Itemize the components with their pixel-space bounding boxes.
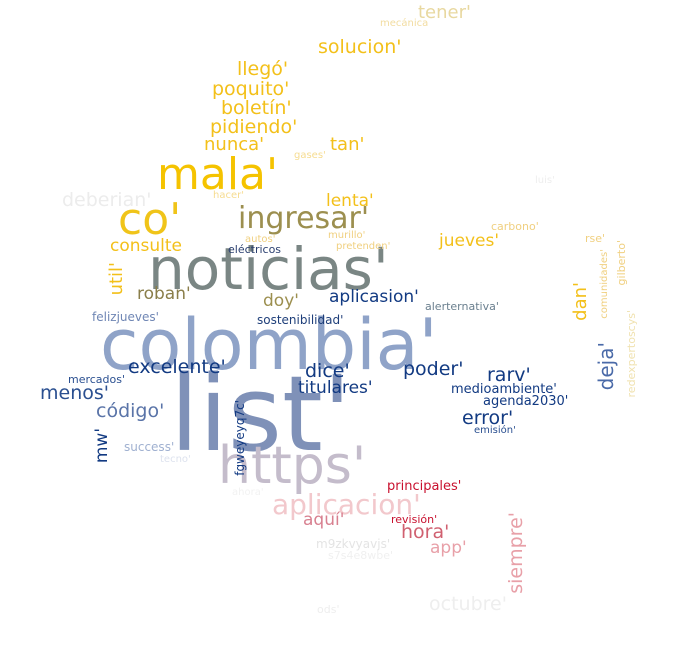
word-boletin: boletín' [221, 97, 292, 119]
word-gases: gases' [294, 150, 326, 161]
word-solucion: solucion' [318, 36, 402, 58]
word-lenta: lenta' [326, 191, 374, 211]
word-colombia: colombia' [100, 304, 438, 386]
word-roban: roban' [137, 284, 191, 304]
word-comunidades: comunidades' [599, 249, 610, 319]
word-ods: ods' [317, 603, 340, 616]
word-sostenibilidad: sostenibilidad' [257, 313, 344, 327]
word-revision: revisión' [391, 513, 438, 526]
word-siempre: siempre' [505, 512, 527, 594]
word-hora: hora' [401, 521, 450, 543]
word-hacer: hacer' [213, 190, 244, 201]
word-tecno: tecno' [160, 454, 191, 465]
word-electricos: eléctricos [228, 243, 282, 256]
word-redexpertoscys: redexpertoscys' [625, 310, 638, 398]
word-doy: doy' [263, 291, 299, 311]
word-excelente: excelente' [128, 356, 226, 378]
word-pidiendo: pidiendo' [210, 116, 298, 138]
word-autos: autos' [245, 234, 276, 245]
word-poder: poder' [403, 358, 464, 380]
word-fgweyeyq7c: fgweyeyq7c' [233, 400, 247, 476]
word-principales: principales' [387, 479, 462, 494]
word-agenda2030: agenda2030' [483, 394, 569, 409]
word-emision: emisión' [474, 425, 516, 436]
word-felizjueves: felizjueves' [92, 310, 159, 324]
word-tan: tan' [330, 134, 365, 155]
word-app: app' [430, 538, 467, 558]
word-aqui: aquí' [303, 510, 345, 530]
word-noticias: noticias' [148, 235, 389, 303]
word-menos: menos' [40, 382, 109, 404]
word-https: https' [218, 436, 367, 496]
word-rarv: rarv' [487, 364, 531, 386]
word-mecanica: mecánica [380, 18, 429, 29]
word-jueves: jueves' [439, 231, 500, 251]
word-dice: dice' [305, 360, 350, 382]
word-mercados: mercados' [68, 373, 126, 386]
word-nunca: nunca' [204, 134, 265, 155]
word-success: success' [124, 440, 175, 454]
word-gilberto: gilberto' [615, 240, 628, 286]
word-rse: rse' [585, 232, 606, 245]
word-ingresar: ingresar' [238, 201, 370, 236]
word-pretenden: pretenden' [336, 241, 391, 252]
word-ahora: ahora' [232, 487, 264, 498]
word-alerternativa: alerternativa' [425, 300, 499, 313]
word-medioambiente: medioambiente' [451, 382, 557, 397]
word-deberian: deberian' [62, 189, 152, 211]
word-co: co' [118, 194, 182, 245]
word-dan: dan' [570, 282, 591, 321]
word-aplicasion: aplicasion' [329, 287, 419, 307]
word-consulte: consulte [110, 236, 183, 256]
word-luis: luis' [535, 175, 555, 186]
word-carbono: carbono' [491, 220, 539, 233]
word-octubre: octubre' [429, 593, 507, 615]
word-mala: mala' [157, 149, 279, 200]
word-util: util' [106, 262, 127, 296]
word-llego: llegó' [237, 58, 289, 80]
word-murillo: murillo' [328, 230, 366, 241]
word-m9zkvyavjs: m9zkvyavjs' [316, 537, 391, 551]
word-mw: mw' [92, 428, 112, 464]
word-deja: deja' [594, 342, 618, 391]
word-codigo: código' [96, 400, 165, 422]
word-titulares: titulares' [298, 378, 373, 398]
word-tener: tener' [418, 2, 471, 23]
word-list: list' [170, 353, 352, 475]
word-aplicacion: aplicacion' [272, 488, 421, 521]
word-s7s4e8wbe: s7s4e8wbe' [328, 549, 393, 562]
word-poquito: poquito' [212, 78, 290, 100]
word-error: error' [462, 407, 514, 429]
